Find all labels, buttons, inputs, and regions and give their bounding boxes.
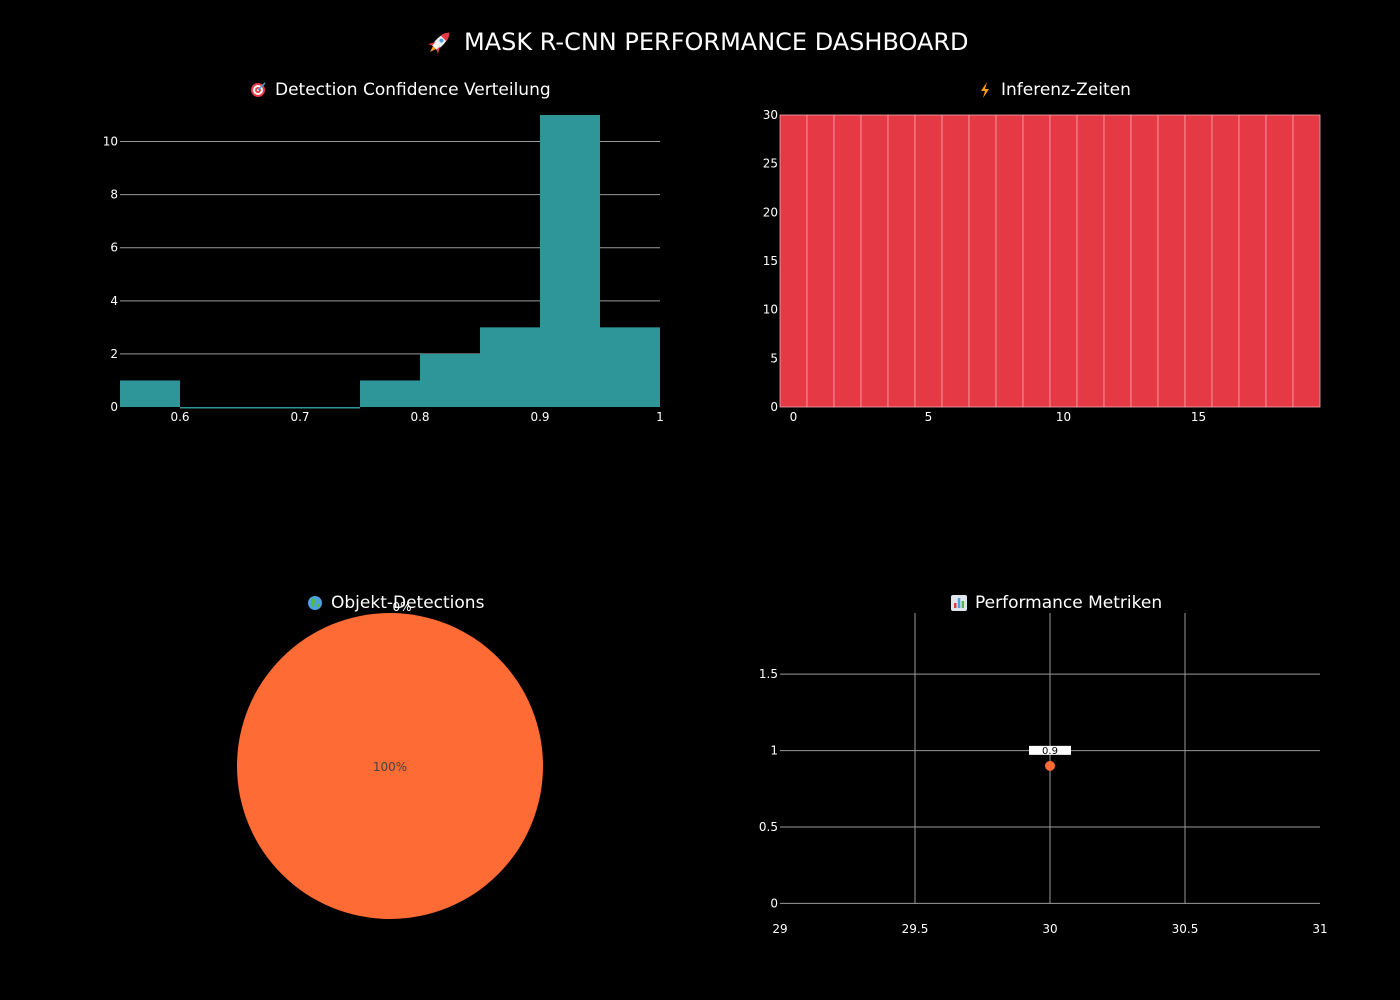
confidence-y-tick-label: 4 [110, 294, 118, 308]
globe-icon [308, 596, 322, 610]
confidence-bar [240, 407, 300, 409]
inference-bar [1130, 114, 1159, 408]
confidence-y-tick-label: 2 [110, 347, 118, 361]
confidence-bar [480, 327, 540, 407]
inference-y-tick-label: 10 [763, 303, 778, 317]
confidence-title-text: Detection Confidence Verteilung [275, 80, 551, 100]
inference-bar [914, 114, 943, 408]
metrics-x-tick-label: 31 [1312, 922, 1327, 936]
confidence-x-tick-label: 0.8 [410, 410, 429, 424]
confidence-x-tick-label: 0.9 [530, 410, 549, 424]
inference-x-tick-label: 5 [925, 410, 933, 424]
objects-chart-title: Objekt-Detections [308, 593, 485, 613]
pie-slice-label: 100% [373, 760, 407, 774]
confidence-bar [120, 380, 180, 407]
metrics-chart-title: Performance Metriken [951, 593, 1162, 613]
inference-bar [1103, 114, 1132, 408]
metrics-y-tick-label: 1 [770, 744, 778, 758]
inference-x-tick-label: 0 [790, 410, 798, 424]
inference-bar [779, 114, 808, 408]
pie-slice [237, 613, 543, 919]
inference-bar [968, 114, 997, 408]
confidence-y-tick-label: 8 [110, 188, 118, 202]
confidence-y-tick-label: 10 [103, 135, 118, 149]
confidence-bar [180, 407, 240, 409]
metrics-x-tick-label: 29.5 [902, 922, 929, 936]
bar-chart-icon [951, 595, 967, 611]
metrics-y-tick-label: 1.5 [759, 667, 778, 681]
rocket-icon [427, 32, 450, 55]
inference-bar [860, 114, 889, 408]
confidence-y-tick-label: 0 [110, 400, 118, 414]
inference-bar [1238, 114, 1267, 408]
inference-y-tick-label: 20 [763, 205, 778, 219]
lightning-icon [981, 82, 989, 98]
inference-bar [995, 114, 1024, 408]
metrics-x-tick-label: 30 [1042, 922, 1057, 936]
confidence-x-tick-label: 1 [656, 410, 664, 424]
confidence-chart-title: Detection Confidence Verteilung [251, 80, 551, 100]
inference-title-text: Inferenz-Zeiten [1001, 80, 1131, 100]
inference-y-tick-label: 5 [770, 351, 778, 365]
confidence-bar [420, 353, 480, 407]
metrics-x-tick-label: 29 [772, 922, 787, 936]
metrics-point-label-box [1029, 745, 1071, 755]
inference-bar [1292, 114, 1321, 408]
inference-bar [1157, 114, 1186, 408]
confidence-bar [300, 407, 360, 409]
inference-bar [1184, 114, 1213, 408]
confidence-bar [360, 380, 420, 407]
objects-title-text: Objekt-Detections [331, 593, 485, 613]
inference-chart-title: Inferenz-Zeiten [981, 80, 1131, 100]
metrics-title-text: Performance Metriken [975, 593, 1162, 613]
inference-bar [887, 114, 916, 408]
target-icon [251, 82, 266, 97]
inference-bar [1211, 114, 1240, 408]
inference-y-tick-label: 0 [770, 400, 778, 414]
confidence-bar [600, 327, 660, 407]
metrics-chart: Performance Metriken 0.9 29 29.5 30 30.5 31 … [759, 593, 1328, 936]
inference-x-tick-label: 15 [1191, 410, 1206, 424]
metrics-point-label: 0.9 [1042, 746, 1058, 757]
inference-bar [941, 114, 970, 408]
metrics-point [1045, 760, 1055, 771]
dashboard-title-text: MASK R-CNN PERFORMANCE DASHBOARD [464, 28, 969, 56]
inference-bar [806, 114, 835, 408]
metrics-y-tick-label: 0 [770, 896, 778, 910]
inference-bar [1076, 114, 1105, 408]
inference-bar [1049, 114, 1078, 408]
objects-chart: Objekt-Detections 100% 0% [237, 593, 543, 919]
inference-x-tick-label: 10 [1056, 410, 1071, 424]
metrics-y-tick-label: 0.5 [759, 820, 778, 834]
confidence-bar [540, 115, 600, 407]
inference-bar [1265, 114, 1294, 408]
inference-bar [833, 114, 862, 408]
inference-bar [1022, 114, 1051, 408]
inference-y-tick-label: 30 [763, 108, 778, 122]
confidence-x-tick-label: 0.7 [290, 410, 309, 424]
metrics-x-tick-label: 30.5 [1172, 922, 1199, 936]
pie-slice-label: 0% [392, 600, 411, 614]
inference-chart: Inferenz-Zeiten 0 5 10 15 0 5 10 15 20 25 30 [763, 80, 1321, 424]
confidence-y-tick-label: 6 [110, 241, 118, 255]
inference-y-tick-label: 15 [763, 254, 778, 268]
inference-y-tick-label: 25 [763, 157, 778, 171]
confidence-chart: Detection Confidence Verteilung 0.6 0.7 0.… [103, 80, 664, 424]
dashboard-title: MASK R-CNN PERFORMANCE DASHBOARD [427, 28, 969, 56]
confidence-x-tick-label: 0.6 [170, 410, 189, 424]
